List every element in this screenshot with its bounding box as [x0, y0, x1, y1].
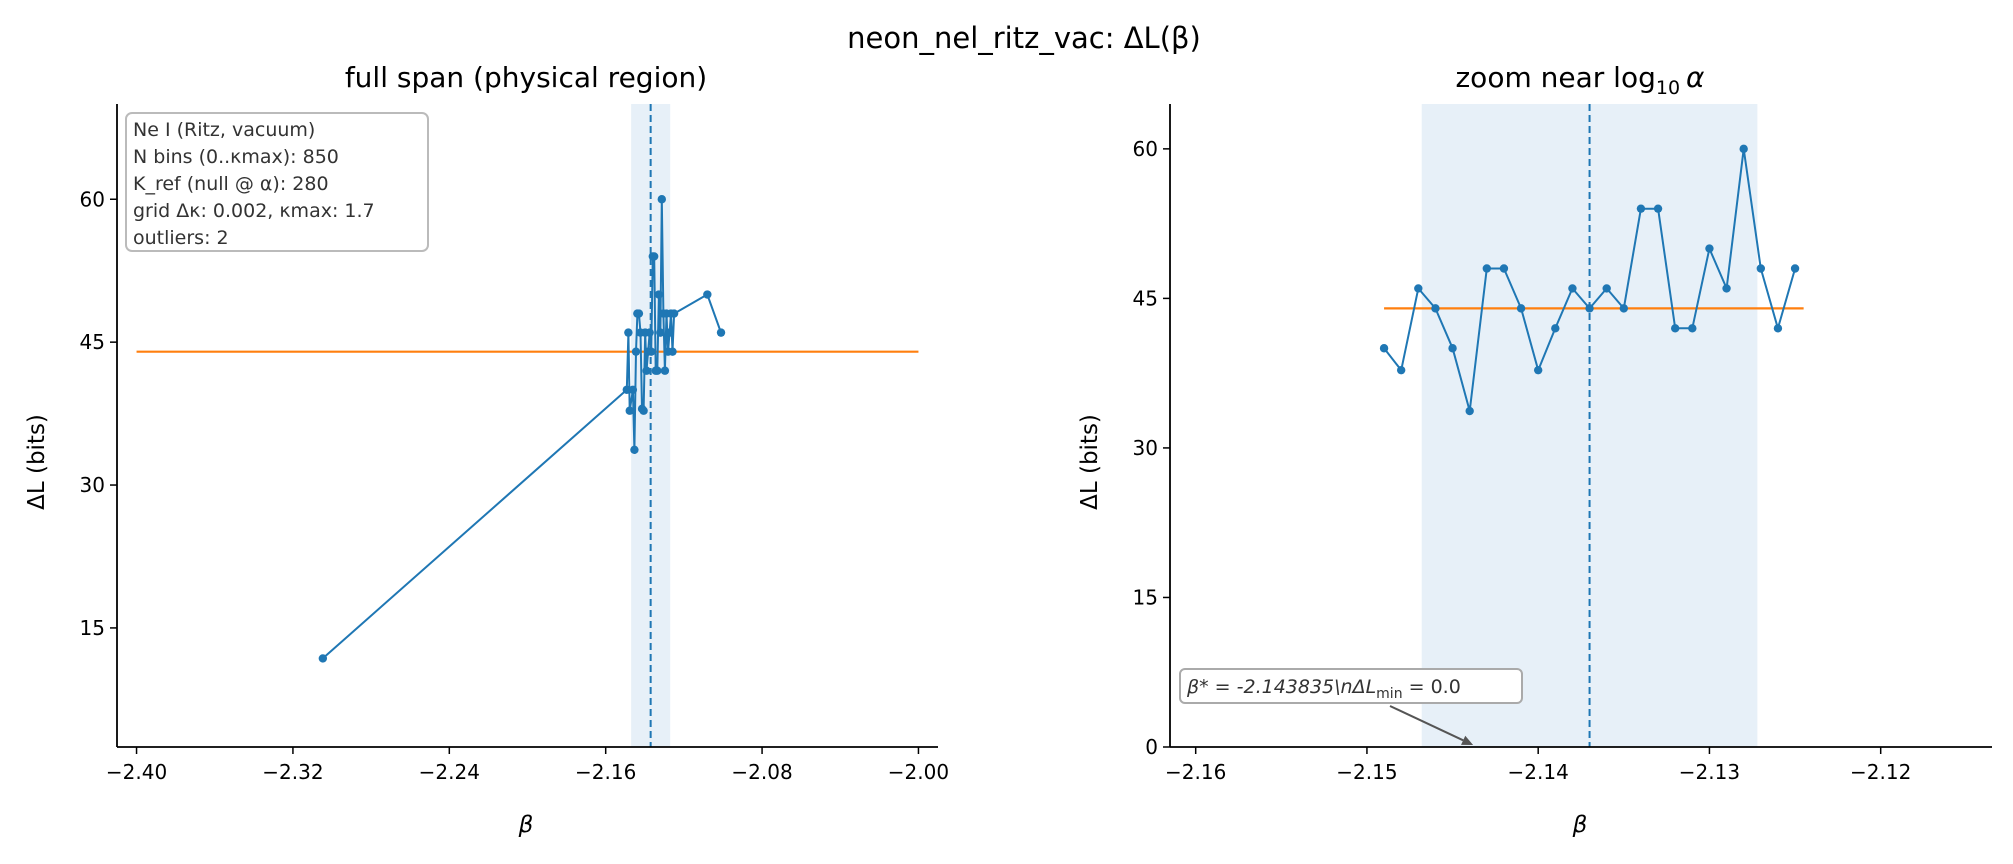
data-point	[625, 406, 634, 415]
data-point	[631, 347, 641, 356]
data-point	[653, 366, 662, 375]
y-tick-label: 30	[80, 473, 105, 497]
data-point	[1619, 304, 1629, 313]
info-box-line: outliers: 2	[133, 227, 229, 249]
info-box-frame	[125, 112, 429, 252]
data-point	[1585, 304, 1594, 313]
data-point	[1465, 406, 1474, 416]
data-point	[318, 654, 328, 663]
data-point	[1414, 284, 1423, 293]
x-tick-label: −2.40	[106, 760, 167, 784]
data-point	[628, 385, 638, 394]
info-box-line: grid Δκ: 0.002, κmax: 1.7	[133, 200, 375, 222]
x-tick-label: −2.00	[888, 760, 949, 784]
data-point	[1431, 304, 1440, 313]
y-tick-label: 45	[80, 330, 105, 354]
data-point	[642, 366, 651, 375]
data-point	[1636, 204, 1646, 213]
y-tick-label: 45	[1133, 286, 1158, 310]
data-point	[1396, 365, 1406, 375]
data-point	[654, 290, 664, 299]
x-tick-label: −2.16	[1165, 760, 1226, 784]
data-point	[1379, 344, 1389, 353]
data-point	[622, 385, 632, 394]
data-point	[716, 328, 726, 337]
data-point	[1722, 284, 1731, 293]
y-tick-label: 0	[1145, 735, 1158, 759]
data-point	[665, 328, 674, 337]
y-tick-label: 15	[1133, 585, 1158, 609]
y-tick-label: 60	[1133, 137, 1158, 161]
data-point	[656, 328, 665, 337]
data-point	[1653, 204, 1663, 213]
figure-title: neon_nel_ritz_vac: ΔL(β)	[847, 21, 1201, 55]
data-point	[703, 290, 712, 299]
x-axis-label-left: β	[518, 812, 534, 838]
info-box-line: Ne I (Ritz, vacuum)	[133, 119, 315, 141]
x-axis-label-right: β	[1572, 812, 1588, 838]
panel-title-right: zoom near log10 α	[1455, 61, 1705, 99]
data-point	[1533, 365, 1543, 375]
data-point	[647, 347, 656, 356]
data-point	[657, 195, 666, 204]
data-point	[1448, 344, 1457, 353]
annotation: β* = -2.143835\nΔLmin = 0.0	[1179, 668, 1523, 745]
x-tick-label: −2.13	[1679, 760, 1740, 784]
x-tick-label: −2.32	[262, 760, 323, 784]
x-tick-label: −2.15	[1336, 760, 1397, 784]
data-point	[624, 328, 633, 337]
data-point	[1670, 324, 1680, 333]
data-point	[1516, 304, 1526, 313]
data-point	[1499, 264, 1509, 273]
data-point	[1773, 324, 1783, 333]
info-box-line: K_ref (null @ α): 280	[133, 173, 329, 195]
panel-full-span: −2.40 −2.32 −2.24 −2.16 −2.08 −2.00 15 30 45 60 f…	[24, 61, 949, 838]
annotation-arrow	[1389, 705, 1464, 742]
data-point	[1790, 264, 1800, 273]
annotation-arrowhead	[1461, 735, 1474, 745]
data-point	[1705, 244, 1714, 253]
data-point	[1602, 284, 1611, 293]
panel-title-left: full span (physical region)	[345, 61, 707, 94]
x-tick-label: −2.16	[575, 760, 636, 784]
annotation-text: β* = -2.143835\nΔLmin = 0.0	[1186, 676, 1461, 702]
data-point	[660, 366, 670, 375]
x-tick-label: −2.24	[419, 760, 480, 784]
info-box: Ne I (Ritz, vacuum) N bins (0..κmax): 850…	[125, 112, 429, 252]
y-axis-label-left: ΔL (bits)	[24, 414, 50, 510]
panel-zoom: −2.16 −2.15 −2.14 −2.13 −2.12 0 15 30 45 60 zoom …	[1077, 61, 1992, 838]
data-point	[668, 347, 677, 356]
y-axis-label-right: ΔL (bits)	[1077, 414, 1103, 510]
data-point	[639, 406, 648, 415]
data-point	[1739, 144, 1748, 154]
x-tick-label: −2.08	[731, 760, 792, 784]
info-box-line: N bins (0..κmax): 850	[133, 146, 339, 168]
data-point	[649, 252, 659, 261]
x-tick-label: −2.14	[1508, 760, 1569, 784]
data-point	[1568, 284, 1577, 293]
data-point	[634, 309, 644, 318]
data-point	[630, 445, 639, 454]
y-tick-label: 60	[80, 187, 105, 211]
y-tick-label: 30	[1133, 436, 1158, 460]
annotation-box	[1179, 668, 1523, 704]
data-point	[1482, 264, 1492, 273]
data-point	[645, 328, 654, 337]
data-point	[1551, 324, 1560, 333]
y-tick-label: 15	[80, 616, 105, 640]
data-point	[669, 309, 679, 318]
data-point	[1756, 264, 1766, 273]
x-tick-label: −2.12	[1850, 760, 1911, 784]
data-point	[1688, 324, 1697, 333]
series-line	[322, 198, 722, 660]
